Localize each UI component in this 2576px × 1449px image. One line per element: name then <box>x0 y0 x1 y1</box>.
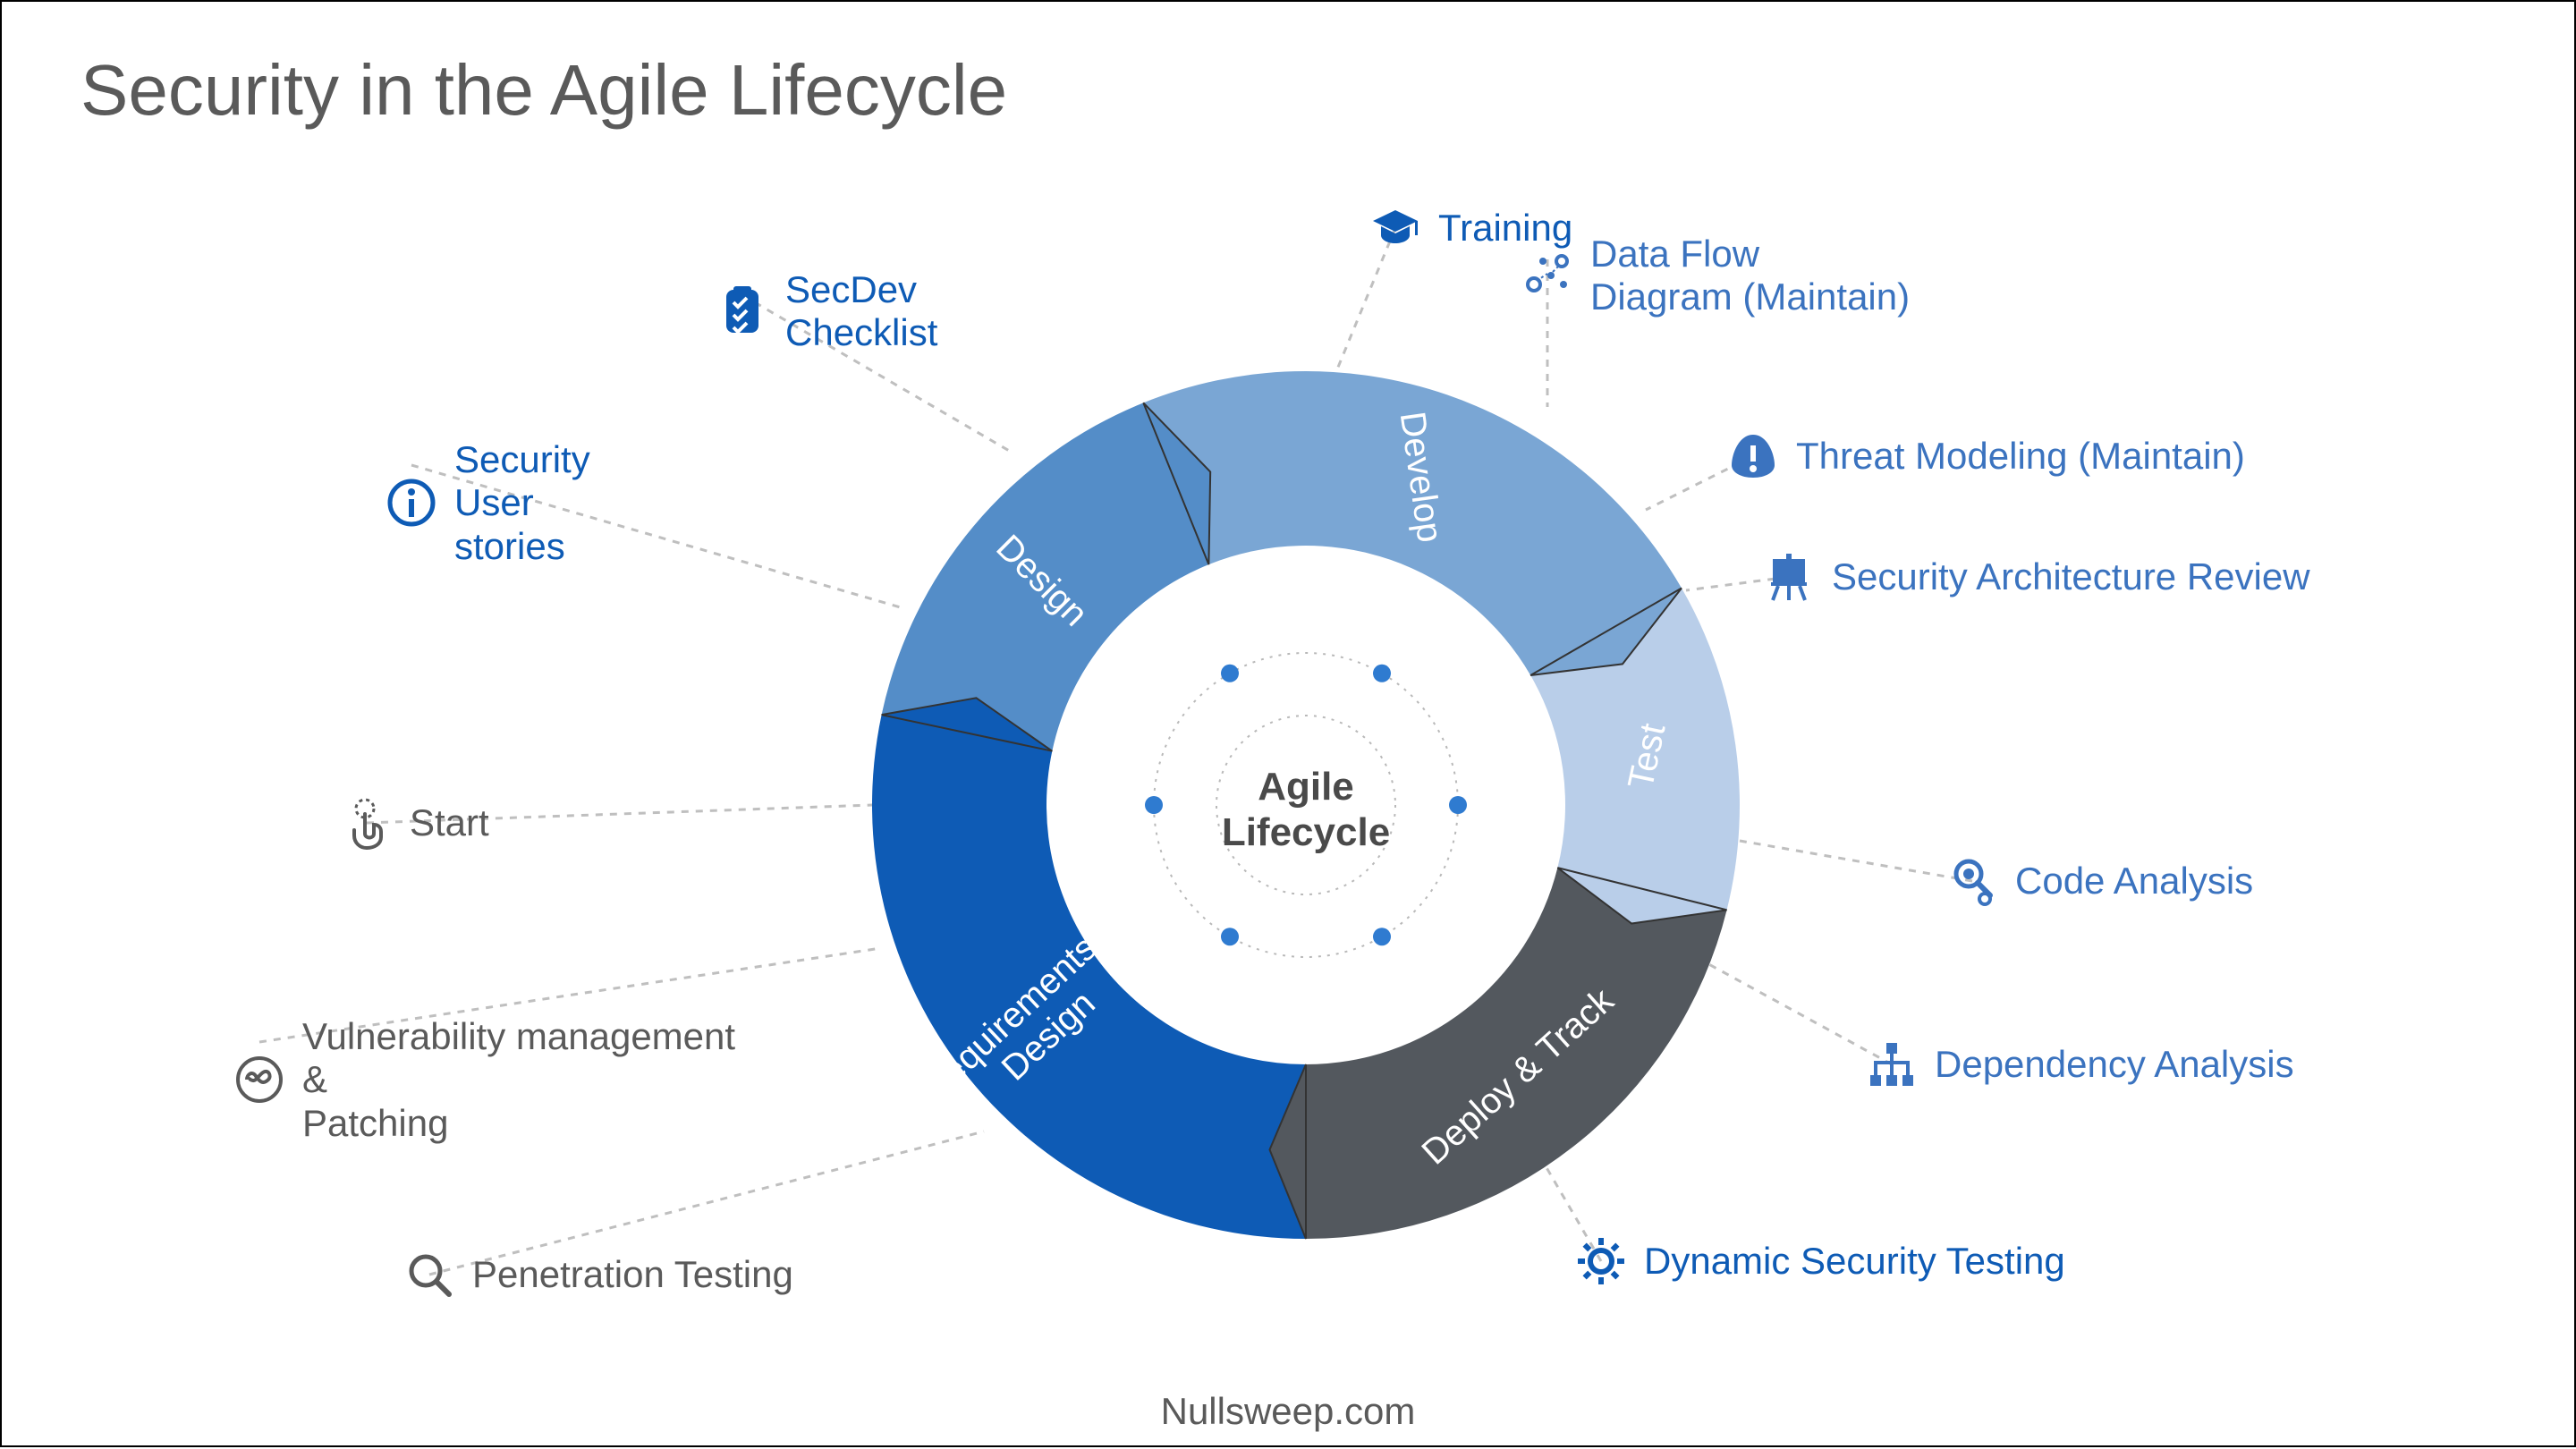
info-icon <box>385 476 438 530</box>
callout-pentest: Penetration Testing <box>402 1248 793 1301</box>
warning-icon <box>1726 429 1780 483</box>
callout-dfd: Data Flow Diagram (Maintain) <box>1521 233 1910 319</box>
orbit-dot <box>1449 796 1467 814</box>
callout-label-archreview: Security Architecture Review <box>1832 555 2310 598</box>
callout-vulnmgmt: Vulnerability management & Patching <box>233 1015 735 1145</box>
center-label: Agile Lifecycle <box>1190 765 1422 855</box>
orbit-dot <box>1373 928 1391 945</box>
callout-start: Start <box>340 796 489 850</box>
callout-label-secdev: SecDev Checklist <box>785 268 937 355</box>
callout-depanalysis: Dependency Analysis <box>1865 1038 2294 1091</box>
tap-icon <box>340 796 394 850</box>
callout-label-vulnmgmt: Vulnerability management & Patching <box>302 1015 735 1145</box>
callout-label-threat: Threat Modeling (Maintain) <box>1796 435 2245 478</box>
orbit-dot <box>1221 928 1239 945</box>
inspect-icon <box>1945 854 1999 908</box>
orbit-dot <box>1373 665 1391 682</box>
callout-codeanalysis: Code Analysis <box>1945 854 2253 908</box>
callout-secdev: SecDev Checklist <box>716 268 937 355</box>
leader-codeanalysis <box>1740 841 1972 881</box>
callout-label-dfd: Data Flow Diagram (Maintain) <box>1590 233 1910 319</box>
graduation-icon <box>1368 201 1422 255</box>
orbit-dot <box>1145 796 1163 814</box>
callout-dast: Dynamic Security Testing <box>1574 1234 2065 1288</box>
scatter-icon <box>1521 249 1574 302</box>
infinity-icon <box>233 1053 286 1106</box>
orbit-dot <box>1221 665 1239 682</box>
callout-threat: Threat Modeling (Maintain) <box>1726 429 2245 483</box>
callout-label-depanalysis: Dependency Analysis <box>1935 1043 2294 1086</box>
lifecycle-diagram: Requirements &DesignDesignDevelopTestDep… <box>0 0 2576 1449</box>
callout-label-start: Start <box>410 801 489 844</box>
gear-icon <box>1574 1234 1628 1288</box>
callout-label-userstories: Security User stories <box>454 438 590 568</box>
callout-label-codeanalysis: Code Analysis <box>2015 860 2253 902</box>
footer-attribution: Nullsweep.com <box>0 1390 2576 1433</box>
callout-label-pentest: Penetration Testing <box>472 1253 793 1296</box>
tree-icon <box>1865 1038 1919 1091</box>
callout-label-dast: Dynamic Security Testing <box>1644 1240 2065 1283</box>
callout-userstories: Security User stories <box>385 438 590 568</box>
checklist-icon <box>716 284 769 338</box>
magnifier-icon <box>402 1248 456 1301</box>
easel-icon <box>1762 550 1816 604</box>
leader-depanalysis <box>1704 962 1892 1064</box>
callout-archreview: Security Architecture Review <box>1762 550 2310 604</box>
